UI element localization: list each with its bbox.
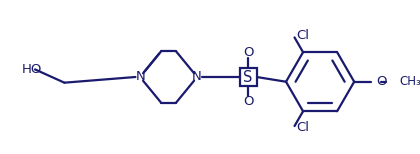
Text: O: O <box>376 75 386 88</box>
Text: HO: HO <box>22 63 42 76</box>
Text: O: O <box>243 95 253 108</box>
Text: Cl: Cl <box>297 121 310 134</box>
Text: N: N <box>135 71 145 83</box>
Text: CH₃: CH₃ <box>400 75 420 88</box>
FancyBboxPatch shape <box>239 69 257 85</box>
Text: S: S <box>244 69 253 85</box>
Text: Cl: Cl <box>297 29 310 42</box>
Text: N: N <box>192 71 202 83</box>
Text: O: O <box>243 46 253 59</box>
